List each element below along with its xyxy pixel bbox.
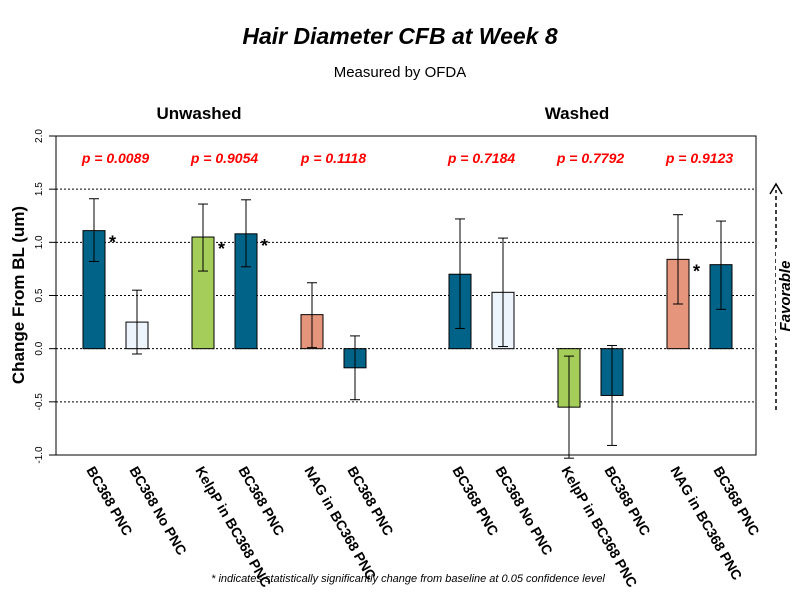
y-tick-label: 1.5 (34, 182, 45, 196)
favorable-indicator: Favorable (769, 182, 794, 410)
group-label-washed: Washed (545, 104, 610, 123)
p-value-label: p = 0.1118 (300, 150, 366, 166)
x-tick-label: BC368 PNC (83, 464, 135, 539)
y-axis: -1.0 -0.5 0.0 0.5 1.0 1.5 2.0 (34, 129, 56, 464)
x-tick-label: BC368 PNC (449, 464, 501, 539)
x-tick-label: BC368 No PNC (492, 464, 556, 558)
bars: * * * * (82, 198, 733, 459)
p-values: p = 0.0089 p = 0.9054 p = 0.1118 p = 0.7184… (81, 150, 734, 166)
y-tick-label: 0.5 (34, 288, 45, 302)
significance-marker: * (218, 239, 225, 259)
chart-subtitle: Measured by OFDA (334, 64, 467, 81)
group-label-unwashed: Unwashed (156, 104, 241, 123)
y-tick-label: -1.0 (34, 446, 45, 464)
y-tick-label: -0.5 (34, 393, 45, 411)
x-tick-label: BC368 No PNC (126, 464, 190, 558)
y-axis-title: Change From BL (um) (9, 206, 28, 384)
p-value-label: p = 0.9054 (190, 150, 259, 166)
significance-marker: * (261, 236, 268, 256)
favorable-label: Favorable (777, 261, 794, 332)
y-tick-label: 2.0 (34, 129, 45, 143)
p-value-label: p = 0.7792 (556, 150, 625, 166)
p-value-label: p = 0.9123 (665, 150, 734, 166)
y-tick-label: 0.0 (34, 341, 45, 355)
y-tick-label: 1.0 (34, 235, 45, 249)
significance-marker: * (109, 233, 116, 253)
p-value-label: p = 0.7184 (447, 150, 516, 166)
plot-frame (55, 135, 757, 456)
p-value-label: p = 0.0089 (81, 150, 150, 166)
significance-marker: * (693, 261, 700, 281)
chart-title: Hair Diameter CFB at Week 8 (242, 23, 558, 49)
x-tick-label: KelpP in BC368 PNC (192, 464, 274, 590)
gridlines (56, 188, 756, 403)
x-tick-label: KelpP in BC368 PNC (558, 464, 640, 590)
favorable-arrowhead (769, 182, 783, 195)
footnote: * indicates statistically significantly … (211, 573, 605, 585)
